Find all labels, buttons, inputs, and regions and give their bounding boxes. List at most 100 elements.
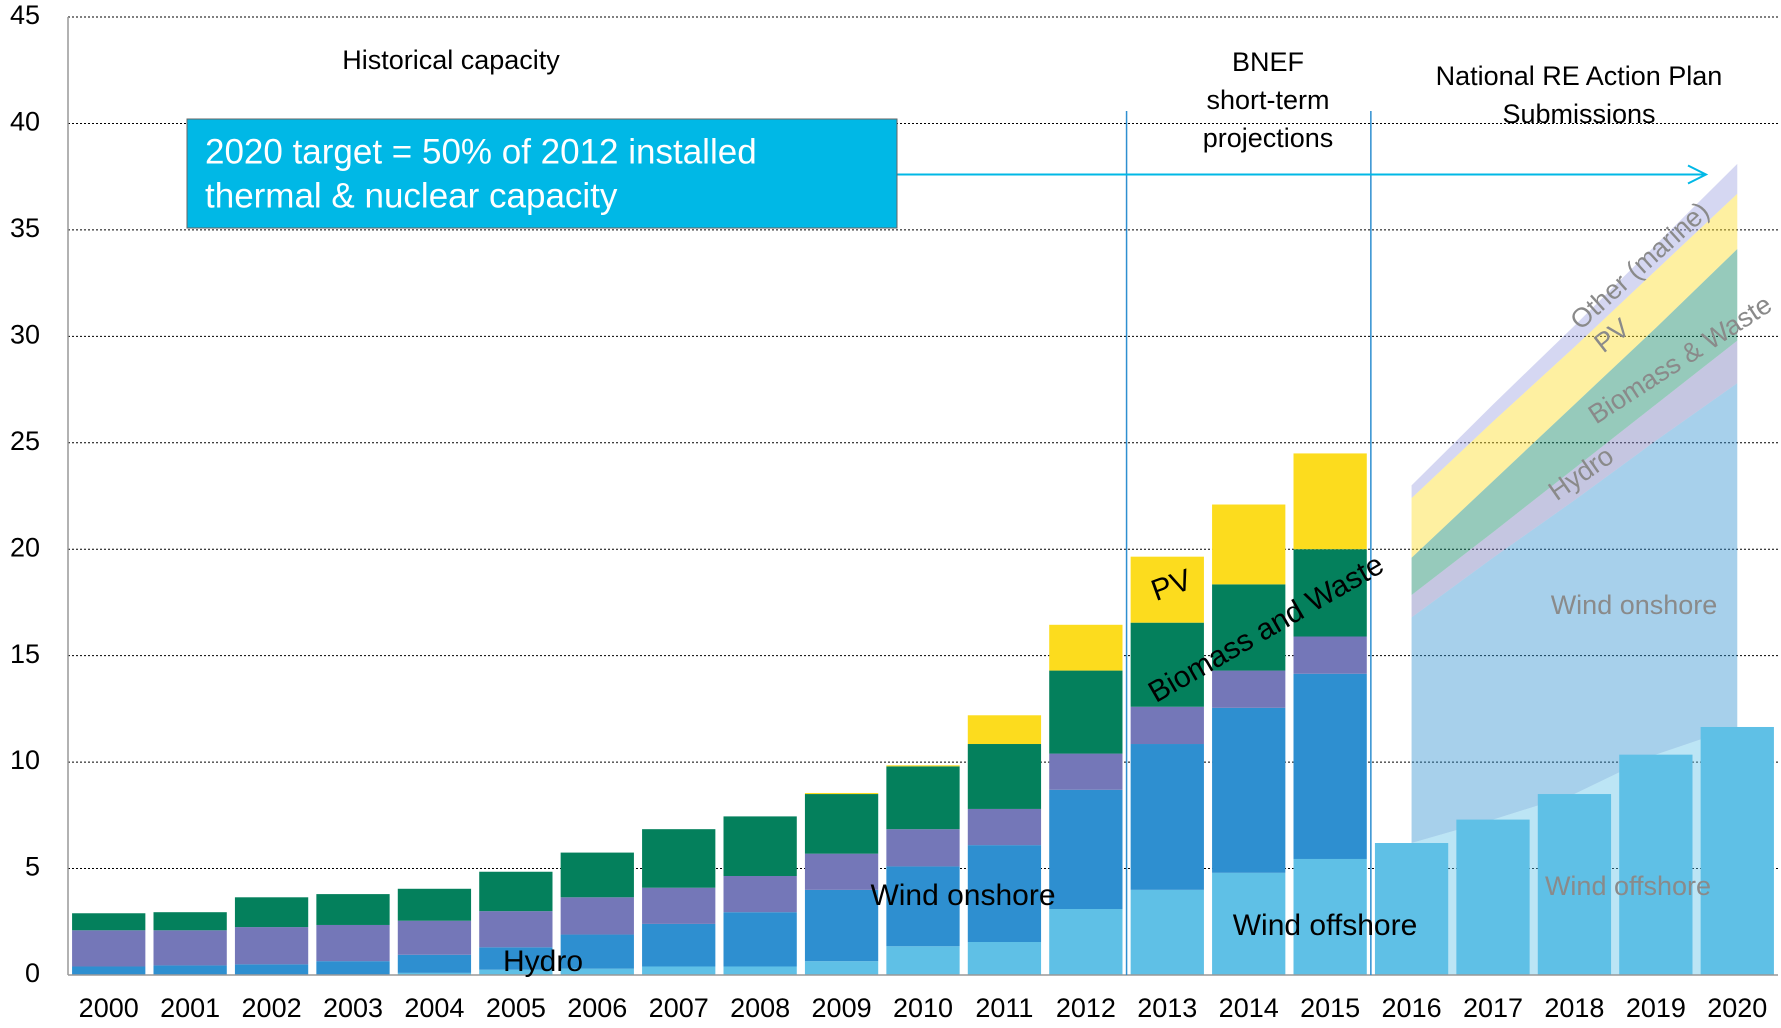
period-label: Submissions [1502,99,1655,129]
bar [153,930,227,966]
bar [1212,872,1286,975]
x-tick-label: 2001 [160,993,220,1023]
target-label: thermal & nuclear capacity [205,176,618,215]
bar [1049,670,1123,754]
bar [804,794,879,854]
bar [397,972,472,975]
bar [1619,754,1693,975]
y-tick-label: 35 [10,213,40,243]
bar [804,853,879,890]
bar [479,947,553,970]
x-tick-label: 2003 [323,993,383,1023]
bar [1130,744,1204,890]
area [1411,383,1738,844]
x-tick-label: 2017 [1463,993,1523,1023]
bar [1374,843,1449,975]
x-tick-label: 2011 [975,993,1033,1023]
area [1411,193,1738,558]
bar [642,923,716,967]
bar [1293,858,1367,975]
y-tick-label: 0 [25,958,40,988]
bar [1212,670,1286,708]
y-tick-label: 10 [10,745,40,775]
bar [804,889,879,962]
bar [642,966,716,975]
bar [886,766,960,830]
bar [1049,624,1123,671]
bar [234,897,309,928]
bar [1456,819,1530,975]
y-tick-label: 20 [10,532,40,562]
series-label: Wind offshore [1233,909,1418,942]
bar [886,946,960,975]
bar [72,966,146,975]
bar [479,911,553,948]
target-label: 2020 target = 50% of 2012 installed [205,132,757,171]
area [1411,163,1738,499]
bar [1537,794,1612,975]
bar [886,829,960,867]
area [1411,249,1738,595]
bar [316,894,390,925]
x-tick-label: 2008 [730,993,790,1023]
x-tick-label: 2006 [567,993,627,1023]
bar [1293,636,1367,674]
bar [1130,706,1204,745]
y-tick-label: 15 [10,639,40,669]
bar [316,924,390,962]
bar [967,744,1042,809]
bar [723,912,797,967]
period-label: BNEF [1232,47,1304,77]
bar [560,934,634,969]
bar [1293,549,1367,637]
bar [560,968,634,975]
area-label: Wind offshore [1545,871,1711,901]
x-tick-label: 2010 [893,993,953,1023]
bar [234,927,309,965]
bar [642,829,716,888]
period-label: National RE Action Plan [1436,61,1723,91]
bar [1049,753,1123,790]
bar [72,913,146,931]
bar [1212,504,1286,585]
arrow-head [1687,164,1709,185]
period-label: Historical capacity [342,45,560,75]
bar [1130,889,1204,975]
bar [153,965,227,975]
bar [967,942,1042,975]
x-tick-label: 2002 [242,993,302,1023]
bar [967,845,1042,943]
x-tick-label: 2016 [1382,993,1442,1023]
series-label: Hydro [503,945,583,978]
bar [1293,673,1367,859]
bar [886,866,960,947]
y-tick-label: 25 [10,426,40,456]
bar [886,765,960,767]
bar [804,792,879,795]
bar [234,964,309,975]
x-tick-label: 2018 [1544,993,1604,1023]
x-tick-label: 2019 [1626,993,1686,1023]
x-tick-label: 2009 [812,993,872,1023]
area-label: Wind onshore [1551,590,1718,620]
bar [560,897,634,935]
x-tick-label: 2013 [1137,993,1197,1023]
bar [1130,622,1204,707]
bar [723,876,797,913]
period-label: projections [1203,123,1334,153]
bar [1212,584,1286,671]
bar [479,871,553,912]
area [1411,340,1738,618]
bar [1700,726,1774,975]
bar [1049,789,1123,910]
bar [1293,453,1367,550]
series-label: Wind onshore [870,879,1055,912]
bar [723,816,797,877]
bar [316,961,390,975]
x-tick-label: 2012 [1056,993,1116,1023]
y-tick-label: 30 [10,319,40,349]
y-tick-label: 45 [10,0,40,30]
bar [804,961,879,975]
bar [967,715,1042,745]
